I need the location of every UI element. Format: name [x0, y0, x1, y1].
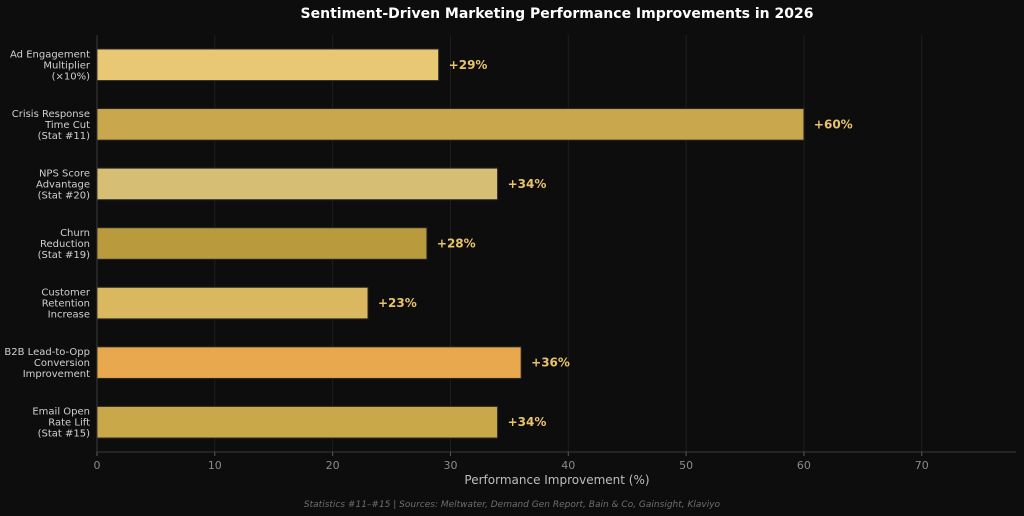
footnote: Statistics #11–#15 | Sources: Meltwater,… [304, 500, 721, 510]
category-label: Crisis Response Time Cut (Stat #11) [12, 109, 90, 142]
category-labels: Ad Engagement Multiplier (×10%) Crisis Resp… [4, 49, 90, 439]
category-label-line: B2B Lead-to-Opp [4, 347, 90, 358]
category-label: B2B Lead-to-Opp Conversion Improvement [4, 347, 90, 380]
bar [96, 108, 805, 141]
category-label-line: (Stat #15) [38, 429, 91, 440]
axes [96, 35, 1016, 453]
category-label-line: Multiplier [43, 60, 91, 71]
value-label: +34% [508, 415, 547, 429]
x-ticks: 0 10 20 30 40 50 60 70 [94, 452, 929, 472]
value-label: +60% [814, 117, 853, 131]
category-label: NPS Score Advantage (Stat #20) [36, 168, 90, 201]
x-tick-label: 60 [797, 459, 811, 472]
bar [96, 286, 369, 320]
bar [96, 227, 428, 260]
category-label-line: Advantage [36, 179, 90, 190]
category-label-line: (×10%) [52, 71, 91, 82]
category-label-line: Customer [41, 288, 90, 299]
x-tick-label: 40 [561, 459, 575, 472]
x-tick-label: 50 [679, 459, 693, 472]
category-label-line: Increase [48, 310, 90, 321]
category-label-line: NPS Score [39, 168, 90, 179]
value-label: +29% [449, 58, 488, 72]
category-label-line: Churn [60, 228, 90, 239]
value-label: +23% [378, 296, 417, 310]
bar [96, 405, 499, 439]
x-tick-label: 20 [326, 459, 340, 472]
value-labels: +29% +60% +34% +28% +23% +36% +34% [378, 58, 853, 429]
bar [96, 346, 522, 379]
value-label: +34% [508, 177, 547, 191]
bar [96, 48, 440, 82]
category-label: Customer Retention Increase [41, 288, 90, 321]
x-axis-title: Performance Improvement (%) [464, 473, 649, 487]
category-label-line: (Stat #11) [38, 131, 91, 142]
category-label-line: Crisis Response [12, 109, 90, 120]
category-label-line: Improvement [23, 369, 90, 380]
category-label: Churn Reduction (Stat #19) [38, 228, 91, 261]
category-label-line: Time Cut [44, 120, 90, 131]
category-label-line: (Stat #20) [38, 190, 91, 201]
x-tick-label: 10 [208, 459, 222, 472]
category-label-line: Retention [42, 299, 90, 310]
category-label-line: Reduction [40, 239, 90, 250]
category-label-line: (Stat #19) [38, 250, 91, 261]
chart-title: Sentiment-Driven Marketing Performance I… [301, 6, 814, 22]
x-tick-label: 30 [443, 459, 457, 472]
bars [96, 48, 805, 439]
category-label-line: Ad Engagement [10, 49, 90, 60]
category-label: Email Open Rate Lift (Stat #15) [32, 407, 90, 440]
x-tick-label: 70 [915, 459, 929, 472]
value-label: +28% [437, 237, 476, 251]
bar [96, 167, 499, 201]
category-label-line: Rate Lift [48, 418, 90, 429]
category-label-line: Email Open [32, 407, 90, 418]
value-label: +36% [531, 356, 570, 370]
category-label: Ad Engagement Multiplier (×10%) [10, 49, 91, 82]
category-label-line: Conversion [34, 358, 90, 369]
x-tick-label: 0 [94, 459, 101, 472]
